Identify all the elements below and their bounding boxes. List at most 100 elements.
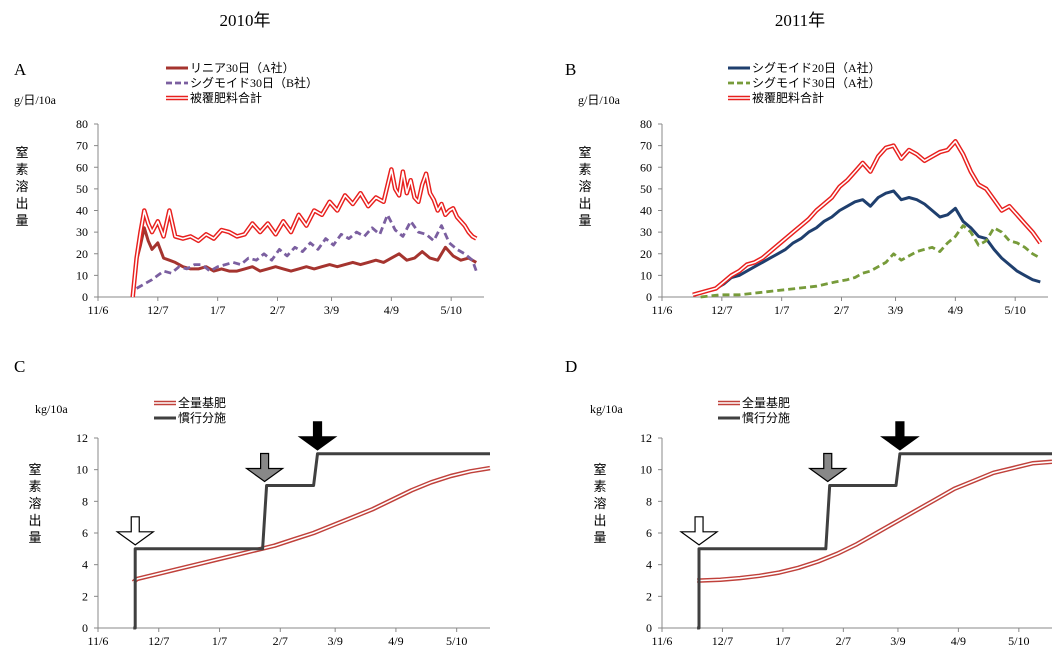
panel-label: B	[565, 60, 576, 79]
y-axis-label-char: 出	[578, 196, 591, 211]
y-tick-label: 8	[82, 494, 88, 508]
series-line-inner	[692, 140, 1041, 296]
series-line-outer	[130, 167, 478, 298]
series-line-1	[700, 224, 1041, 299]
series-line-2	[692, 139, 1043, 297]
y-tick-label: 70	[640, 139, 652, 153]
unit-label: g/日/10a	[14, 93, 57, 107]
y-tick-label: 0	[82, 621, 88, 635]
legend-label: 慣行分施	[742, 410, 790, 425]
series-line-0	[697, 459, 1052, 583]
x-tick-label: 2/7	[270, 303, 285, 317]
x-tick-label: 2/7	[273, 634, 288, 648]
x-tick-label: 4/9	[951, 634, 966, 648]
y-axis-label-char: 溶	[28, 496, 41, 511]
y-tick-label: 12	[76, 431, 88, 445]
x-tick-label: 1/7	[775, 634, 790, 648]
y-tick-label: 50	[76, 182, 88, 196]
y-axis-label-char: 出	[28, 513, 41, 528]
legend-label: 全量基肥	[178, 395, 226, 410]
series-line-0	[692, 189, 1041, 297]
unit-label: kg/10a	[35, 402, 68, 416]
fertilizer-arrow-black	[880, 421, 920, 451]
legend-label: シグモイド20日（A社）	[752, 60, 881, 75]
x-tick-label: 2/7	[836, 634, 851, 648]
y-tick-label: 60	[76, 160, 88, 174]
legend-label: 被覆肥料合計	[190, 90, 262, 105]
x-tick-label: 12/7	[712, 634, 733, 648]
x-tick-label: 11/6	[652, 634, 673, 648]
series-line-0	[131, 226, 478, 298]
y-tick-label: 2	[82, 589, 88, 603]
x-tick-label: 3/9	[327, 634, 342, 648]
x-tick-label: 1/7	[774, 303, 789, 317]
y-axis-label-char: 量	[15, 213, 28, 228]
x-tick-label: 1/7	[212, 634, 227, 648]
y-axis-label-char: 溶	[578, 179, 591, 194]
y-tick-label: 10	[640, 268, 652, 282]
y-tick-label: 4	[646, 558, 652, 572]
y-tick-label: 6	[82, 526, 88, 540]
unit-label: kg/10a	[590, 402, 623, 416]
y-tick-label: 4	[82, 558, 88, 572]
series-line-1	[133, 452, 490, 630]
y-tick-label: 80	[76, 117, 88, 131]
x-tick-label: 3/9	[324, 303, 339, 317]
x-tick-label: 4/9	[384, 303, 399, 317]
series-line-2	[130, 167, 478, 298]
y-axis-label-char: 出	[15, 196, 28, 211]
legend-label: シグモイド30日（A社）	[752, 75, 881, 90]
y-axis-label-char: 量	[578, 213, 591, 228]
y-tick-label: 30	[640, 225, 652, 239]
series-line-inner	[697, 461, 1052, 582]
fertilizer-arrow-gray	[807, 452, 848, 483]
y-tick-label: 40	[640, 204, 652, 218]
y-axis-label-char: 量	[593, 530, 606, 545]
legend-label: シグモイド30日（B社）	[190, 75, 318, 90]
y-tick-label: 0	[82, 290, 88, 304]
series-line-1	[135, 213, 478, 290]
year-left: 2010年	[220, 11, 271, 30]
x-tick-label: 4/9	[948, 303, 963, 317]
fertilizer-arrow-black	[297, 421, 338, 451]
y-axis-label-char: 窒	[578, 145, 591, 160]
y-axis-label-char: 溶	[593, 496, 606, 511]
y-tick-label: 6	[646, 526, 652, 540]
x-tick-label: 11/6	[88, 303, 109, 317]
series-line-outer	[697, 459, 1052, 583]
y-tick-label: 30	[76, 225, 88, 239]
series-line-inner	[131, 168, 477, 298]
x-tick-label: 5/10	[441, 303, 462, 317]
y-tick-label: 10	[76, 268, 88, 282]
y-axis-label-char: 素	[28, 479, 41, 494]
y-tick-label: 0	[646, 621, 652, 635]
x-tick-label: 12/7	[711, 303, 732, 317]
y-tick-label: 60	[640, 160, 652, 174]
x-tick-label: 4/9	[388, 634, 403, 648]
y-tick-label: 70	[76, 139, 88, 153]
series-line-1	[697, 452, 1052, 630]
x-tick-label: 5/10	[1008, 634, 1029, 648]
x-tick-label: 11/6	[652, 303, 673, 317]
x-tick-label: 3/9	[888, 303, 903, 317]
panel-label: D	[565, 357, 577, 376]
series-line-inner	[132, 467, 491, 583]
series-line-0	[131, 465, 491, 584]
x-tick-label: 5/10	[1005, 303, 1026, 317]
y-tick-label: 12	[640, 431, 652, 445]
x-tick-label: 1/7	[210, 303, 225, 317]
y-axis-label-char: 窒	[28, 462, 41, 477]
y-tick-label: 20	[640, 247, 652, 261]
fertilizer-arrow-gray	[244, 452, 285, 483]
legend-label: 慣行分施	[178, 410, 226, 425]
y-axis-label-char: 素	[578, 162, 591, 177]
y-tick-label: 80	[640, 117, 652, 131]
y-axis-label-char: 窒	[593, 462, 606, 477]
year-right: 2011年	[775, 11, 825, 30]
y-axis-label-char: 窒	[15, 145, 28, 160]
x-tick-label: 3/9	[890, 634, 905, 648]
legend-label: 被覆肥料合計	[752, 90, 824, 105]
